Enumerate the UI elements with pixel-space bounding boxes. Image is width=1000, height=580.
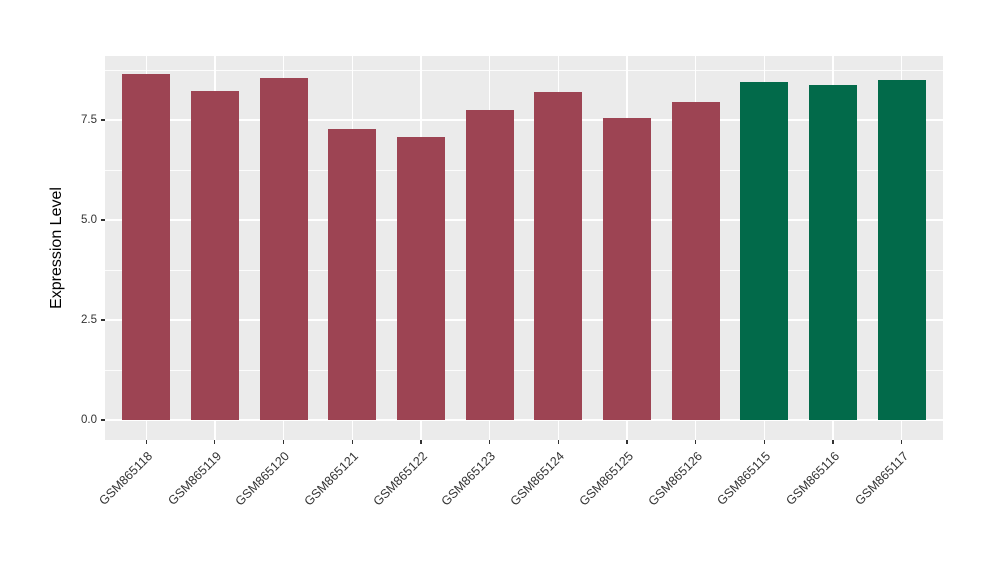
x-tick-label-GSM865122: GSM865122 xyxy=(370,449,430,509)
gridline-major-horizontal xyxy=(105,119,943,121)
x-tick-label-GSM865125: GSM865125 xyxy=(576,449,636,509)
y-tick-label: 0.0 xyxy=(81,414,97,426)
x-tick-label-GSM865116: GSM865116 xyxy=(783,449,843,508)
x-tick-label-GSM865124: GSM865124 xyxy=(507,449,568,509)
x-tick-label-GSM865120: GSM865120 xyxy=(232,449,293,509)
x-tick-mark xyxy=(626,440,628,444)
gridline-minor-horizontal xyxy=(105,169,943,171)
bar-GSM865117 xyxy=(877,79,926,420)
x-tick-mark xyxy=(282,440,285,444)
x-tick-label-GSM865118: GSM865118 xyxy=(96,449,156,508)
bar-GSM865120 xyxy=(259,77,308,420)
bar-GSM865115 xyxy=(740,82,789,420)
x-tick-mark xyxy=(214,440,216,444)
gridline-minor-horizontal xyxy=(105,69,943,71)
x-tick-mark xyxy=(832,440,834,444)
x-tick-label-GSM865115: GSM865115 xyxy=(714,449,774,508)
x-tick-label-GSM865119: GSM865119 xyxy=(164,449,224,508)
x-tick-mark xyxy=(145,440,147,444)
y-axis-title: Expression Level xyxy=(48,187,65,309)
x-tick-label-GSM865126: GSM865126 xyxy=(645,449,705,509)
x-tick-label-GSM865123: GSM865123 xyxy=(439,449,499,509)
plot-panel xyxy=(105,56,943,440)
x-tick-mark xyxy=(695,440,697,444)
gridline-major-horizontal xyxy=(105,419,943,421)
y-tick-label: 2.5 xyxy=(81,314,97,326)
gridline-major-horizontal xyxy=(105,319,943,321)
x-tick-mark xyxy=(420,440,422,444)
gridline-minor-horizontal xyxy=(105,269,943,271)
x-tick-mark xyxy=(557,440,559,444)
x-tick-mark xyxy=(763,440,765,444)
x-tick-mark xyxy=(901,440,903,444)
x-tick-label-GSM865117: GSM865117 xyxy=(851,449,911,508)
gridline-major-horizontal xyxy=(105,219,943,221)
bar-GSM865118 xyxy=(122,74,171,420)
gridline-minor-horizontal xyxy=(105,369,943,371)
bar-GSM865123 xyxy=(465,110,514,420)
x-tick-mark xyxy=(489,440,491,444)
x-tick-label-GSM865121: GSM865121 xyxy=(301,449,362,509)
x-tick-mark xyxy=(351,440,353,444)
bar-GSM865124 xyxy=(534,92,583,420)
bar-GSM865121 xyxy=(328,128,377,420)
bar-GSM865122 xyxy=(396,136,445,420)
bar-GSM865126 xyxy=(671,102,720,420)
bar-GSM865125 xyxy=(603,118,652,420)
bar-GSM865119 xyxy=(190,90,239,420)
y-tick-label: 7.5 xyxy=(81,114,97,126)
bar-GSM865116 xyxy=(809,84,858,420)
